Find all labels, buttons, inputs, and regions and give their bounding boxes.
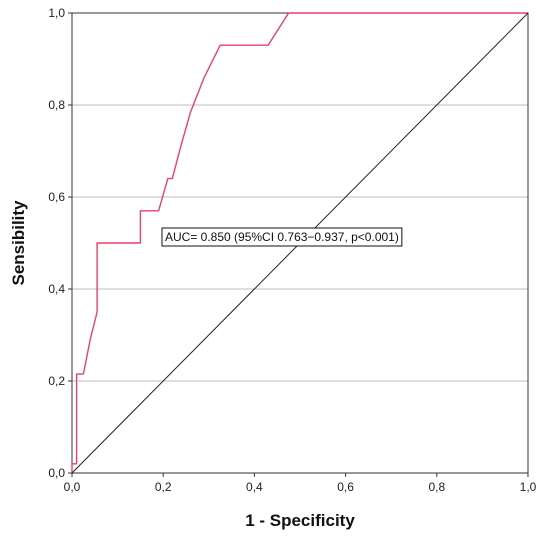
y-tick-label: 1,0	[48, 6, 65, 20]
x-tick-label: 1,0	[520, 480, 537, 494]
y-tick-label: 0,8	[48, 98, 65, 112]
annotation-box	[161, 227, 403, 247]
annotation-text: AUC= 0.850 (95%CI 0.763−0.937, p<0.001)	[165, 230, 399, 244]
y-tick-label: 0,4	[48, 282, 65, 296]
x-tick-label: 0,4	[246, 480, 263, 494]
auc-annotation: AUC= 0.850 (95%CI 0.763−0.937, p<0.001)	[161, 227, 403, 247]
x-tick-label: 0,8	[428, 480, 445, 494]
y-tick-label: 0,6	[48, 190, 65, 204]
y-tick-labels: 0,0 0,2 0,4 0,6 0,8 1,0	[48, 6, 72, 480]
y-axis-title: Sensibility	[9, 200, 28, 286]
y-tick-label: 0,0	[48, 466, 65, 480]
x-tick-labels: 0,0 0,2 0,4 0,6 0,8 1,0	[64, 473, 537, 494]
x-axis-title: 1 - Specificity	[245, 511, 355, 530]
y-tick-label: 0,2	[48, 374, 65, 388]
grid-lines	[72, 104, 528, 382]
x-tick-label: 0,0	[64, 480, 81, 494]
x-tick-label: 0,6	[337, 480, 354, 494]
roc-curve	[71, 12, 528, 473]
x-tick-label: 0,2	[155, 480, 172, 494]
